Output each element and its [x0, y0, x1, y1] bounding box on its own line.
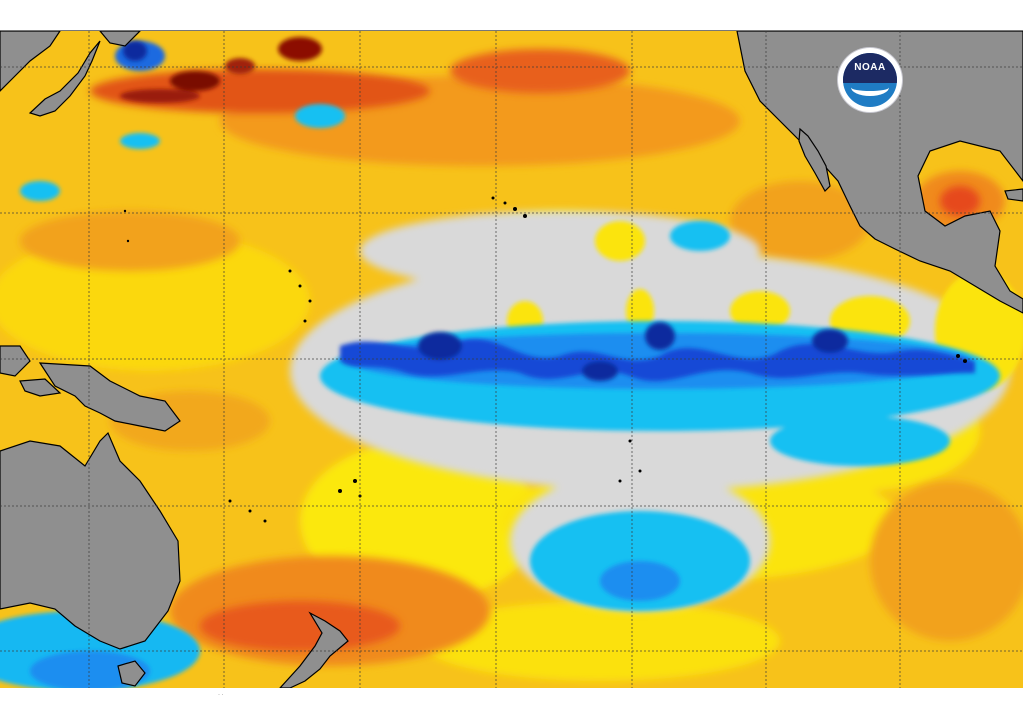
- sst-anomaly-map: [0, 30, 1023, 688]
- noaa-emblem-icon: NOAA: [843, 53, 897, 107]
- seagull-icon: [851, 79, 889, 96]
- map-canvas: [0, 31, 1023, 688]
- very-hot-region: [120, 37, 322, 103]
- very-cold-region: [123, 41, 975, 382]
- footer-mark: · ·: [218, 692, 224, 698]
- island-dots: [123, 196, 967, 523]
- landmass: [0, 31, 1023, 688]
- noaa-logo: NOAA: [838, 48, 902, 112]
- noaa-logo-text: NOAA: [854, 62, 886, 73]
